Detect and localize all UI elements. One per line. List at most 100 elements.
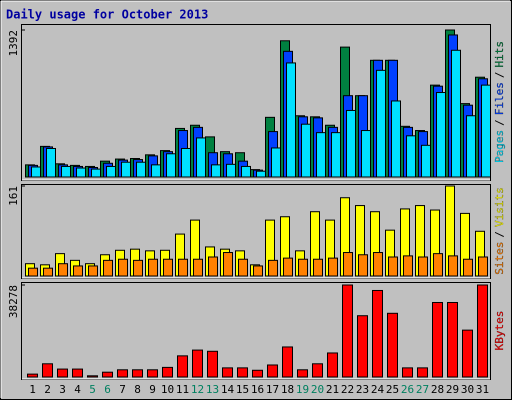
bar — [268, 259, 278, 277]
bar — [328, 257, 338, 277]
x-tick-label: 8 — [134, 383, 141, 396]
x-tick-label: 11 — [176, 383, 189, 396]
bar — [391, 100, 401, 178]
bar — [387, 312, 398, 378]
x-tick-label: 22 — [341, 383, 354, 396]
bar — [298, 258, 308, 277]
bar — [418, 256, 428, 277]
legend: Sites / Visits — [493, 187, 506, 275]
bar — [103, 259, 113, 277]
y-tick-label: 161 — [7, 186, 20, 206]
bar — [256, 170, 266, 178]
bar — [118, 258, 128, 277]
x-tick-label: 17 — [266, 383, 279, 396]
bar — [28, 267, 38, 277]
bar — [211, 164, 221, 178]
legend-entry: Hits — [493, 41, 506, 68]
bar — [312, 363, 323, 378]
x-tick-label: 30 — [461, 383, 474, 396]
x-tick-label: 12 — [191, 383, 204, 396]
bar — [76, 167, 86, 178]
bar — [297, 369, 308, 378]
chart-title: Daily usage for October 2013 — [6, 8, 208, 22]
bar — [207, 350, 218, 378]
x-tick-label: 25 — [386, 383, 399, 396]
x-tick-label: 1 — [29, 383, 36, 396]
bar — [463, 258, 473, 277]
bar — [196, 137, 206, 178]
legend-entry: Pages — [493, 130, 506, 163]
bar — [43, 267, 53, 277]
bar — [466, 115, 476, 178]
bar — [57, 368, 68, 378]
bar — [417, 367, 428, 378]
bar — [73, 265, 83, 277]
x-tick-label: 27 — [416, 383, 429, 396]
bar — [192, 349, 203, 378]
legend-entry: KBytes — [493, 311, 506, 351]
x-tick-label: 6 — [104, 383, 111, 396]
legend-separator: / — [493, 119, 506, 126]
bar — [253, 265, 263, 277]
bar — [313, 258, 323, 277]
x-tick-label: 13 — [206, 383, 219, 396]
x-tick-label: 10 — [161, 383, 174, 396]
bar — [87, 375, 98, 378]
bar — [327, 352, 338, 378]
bar — [388, 256, 398, 277]
bar — [301, 123, 311, 178]
bar — [58, 263, 68, 277]
bar — [343, 252, 353, 277]
y-tick-label: 1392 — [7, 30, 20, 57]
bar — [481, 84, 491, 178]
bar — [177, 355, 188, 378]
bar — [331, 132, 341, 178]
bar — [376, 69, 386, 178]
x-tick-label: 29 — [446, 383, 459, 396]
bar — [42, 363, 53, 378]
bar — [436, 92, 446, 178]
legend-separator: / — [493, 231, 506, 238]
bar — [181, 147, 191, 178]
bar — [91, 168, 101, 178]
bar — [72, 368, 83, 378]
legend-entry: Files — [493, 82, 506, 115]
x-tick-label: 15 — [236, 383, 249, 396]
bar — [448, 255, 458, 277]
bar — [361, 130, 371, 178]
bar — [271, 147, 281, 178]
bar — [88, 265, 98, 277]
bar — [402, 367, 413, 378]
x-tick-label: 23 — [356, 383, 369, 396]
bar — [106, 165, 116, 178]
bar — [226, 163, 236, 178]
bar — [223, 252, 233, 277]
bar — [237, 367, 248, 378]
bar — [316, 132, 326, 178]
panel — [21, 282, 491, 380]
bar — [132, 369, 143, 378]
bar — [451, 49, 461, 178]
bar — [421, 144, 431, 178]
bar — [133, 259, 143, 277]
bar — [163, 258, 173, 277]
x-tick-label: 2 — [44, 383, 51, 396]
legend-entry: Visits — [493, 187, 506, 227]
bar — [462, 329, 473, 378]
bar — [121, 161, 131, 178]
bar — [241, 165, 251, 178]
bar — [147, 369, 158, 378]
bar — [117, 369, 128, 378]
x-tick-label: 26 — [401, 383, 414, 396]
bar — [477, 284, 488, 378]
bar — [162, 366, 173, 378]
bar — [267, 364, 278, 378]
bar — [282, 346, 293, 378]
bar — [286, 62, 296, 178]
legend-separator: / — [493, 72, 506, 79]
bar — [478, 256, 488, 277]
bar — [358, 254, 368, 277]
x-tick-label: 16 — [251, 383, 264, 396]
x-tick-label: 21 — [326, 383, 339, 396]
